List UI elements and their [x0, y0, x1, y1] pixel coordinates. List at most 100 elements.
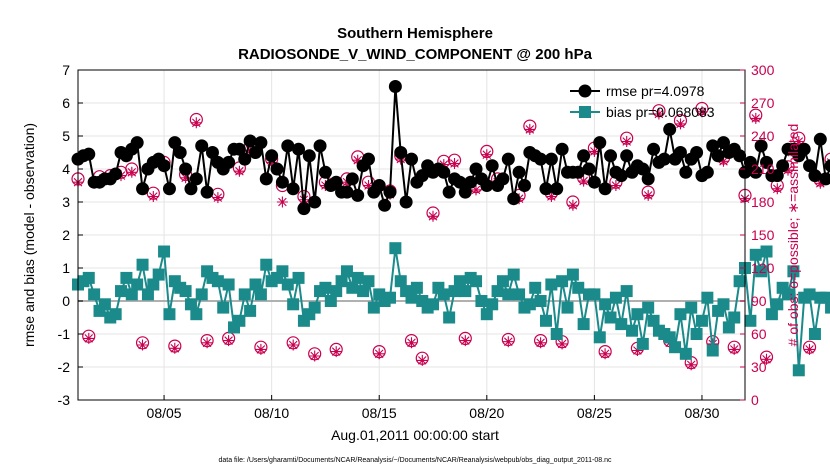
bias-point-46 [319, 281, 332, 294]
legend-rmse-label: rmse pr=4.0978 [606, 83, 705, 99]
bias-point-91 [561, 301, 574, 314]
rmse-point-125 [743, 155, 757, 169]
bias-point-85 [529, 281, 542, 294]
rmse-point-107 [647, 142, 661, 156]
bias-point-27 [217, 301, 230, 314]
rmse-point-88 [544, 152, 558, 166]
rmse-point-106 [641, 172, 655, 186]
rmse-point-56 [372, 179, 386, 192]
rmse-point-123 [733, 149, 747, 163]
bias-point-17 [163, 308, 176, 321]
rmse-point-110 [663, 122, 677, 136]
bias-point-11 [131, 278, 144, 291]
y2-tick-label-8: 240 [751, 128, 775, 144]
legend-rmse-marker [578, 84, 592, 98]
assimilated-obs-point-42 [524, 123, 536, 135]
assimilated-obs-point-64 [761, 353, 772, 365]
rmse-point-51 [345, 172, 359, 186]
x-axis-label: Aug.01,2011 00:00:00 start [331, 427, 499, 443]
assimilated-obs-point-13 [212, 192, 224, 204]
bias-point-100 [609, 291, 622, 304]
bias-point-114 [685, 301, 698, 314]
bias-point-50 [340, 265, 353, 278]
rmse-point-95 [582, 162, 596, 176]
assimilated-obs-point-53 [642, 189, 654, 201]
rmse-point-101 [614, 169, 628, 183]
bias-point-74 [470, 275, 483, 288]
assimilated-obs-point-28 [373, 348, 385, 360]
bias-point-97 [593, 331, 606, 344]
bias-point-5 [98, 298, 111, 311]
rmse-point-136 [803, 159, 817, 173]
rmse-point-76 [480, 179, 494, 192]
assimilated-obs-point-58 [696, 106, 708, 118]
rmse-point-138 [813, 132, 827, 146]
bias-point-59 [389, 242, 402, 255]
rmse-point-17 [162, 182, 176, 196]
rmse-point-69 [442, 185, 456, 199]
y2-tick-label-1: 30 [751, 359, 767, 375]
rmse-point-112 [673, 146, 687, 159]
assimilated-obs-point-24 [330, 346, 342, 358]
bias-point-55 [367, 301, 380, 314]
bias-point-107 [647, 314, 660, 327]
rmse-point-83 [517, 179, 531, 192]
bias-point-66 [427, 298, 440, 311]
rmse-point-90 [555, 142, 569, 156]
rmse-point-22 [189, 172, 203, 186]
rmse-point-87 [539, 182, 553, 196]
assimilated-obs-point-35 [449, 158, 460, 169]
y-tick-label-10: 7 [62, 62, 70, 78]
rmse-point-31 [238, 152, 252, 166]
bias-point-13 [141, 288, 154, 301]
bias-point-90 [556, 275, 569, 288]
rmse-point-42 [297, 202, 311, 216]
bias-point-118 [706, 344, 719, 357]
assimilated-obs-point-45 [556, 338, 568, 350]
y2-tick-label-6: 180 [751, 194, 775, 210]
rmse-point-30 [232, 142, 246, 156]
rmse-point-58 [383, 185, 397, 199]
rmse-point-33 [249, 146, 263, 159]
assimilated-obs-point-69 [814, 177, 826, 189]
bias-point-84 [523, 298, 536, 311]
bias-point-96 [588, 288, 601, 301]
assimilated-obs-point-15 [233, 165, 245, 177]
bias-point-111 [669, 341, 682, 354]
bias-point-44 [308, 301, 321, 314]
bias-point-93 [572, 281, 585, 294]
rmse-point-59 [388, 80, 402, 93]
rmse-point-41 [292, 142, 306, 156]
bias-point-110 [663, 331, 676, 344]
legend: rmse pr=4.0978 bias pr=0.068083 [570, 83, 715, 120]
bias-point-32 [244, 304, 257, 317]
bias-point-137 [808, 328, 821, 340]
bias-point-14 [147, 278, 160, 291]
assimilated-obs-point-6 [137, 339, 148, 351]
y-tick-label-9: 6 [62, 95, 70, 111]
assimilated-obs-point-51 [621, 136, 633, 147]
rmse-point-24 [200, 185, 214, 199]
bias-point-21 [184, 298, 197, 311]
y-tick-label-3: 0 [62, 293, 70, 309]
assimilated-obs-point-68 [804, 343, 815, 355]
bias-point-80 [502, 288, 515, 301]
bias-point-2 [82, 271, 95, 284]
bias-point-26 [211, 275, 224, 288]
rmse-point-97 [593, 136, 607, 150]
rmse-point-137 [808, 169, 822, 183]
rmse-point-96 [587, 175, 601, 189]
assimilated-obs-point-54 [653, 108, 665, 120]
rmse-point-127 [754, 139, 768, 153]
rmse-point-57 [378, 198, 392, 212]
rmse-series [71, 80, 830, 216]
y2-tick-label-9: 270 [751, 95, 775, 111]
bias-point-53 [357, 285, 370, 298]
assimilated-obs-point-32 [416, 354, 428, 366]
data-file-footnote: data file: /Users/gharamti/Documents/NCA… [218, 457, 612, 464]
bias-point-40 [287, 298, 300, 311]
bias-point-7 [109, 308, 122, 321]
bias-point-88 [545, 278, 558, 291]
rmse-point-109 [657, 152, 671, 166]
bias-point-62 [405, 291, 418, 304]
